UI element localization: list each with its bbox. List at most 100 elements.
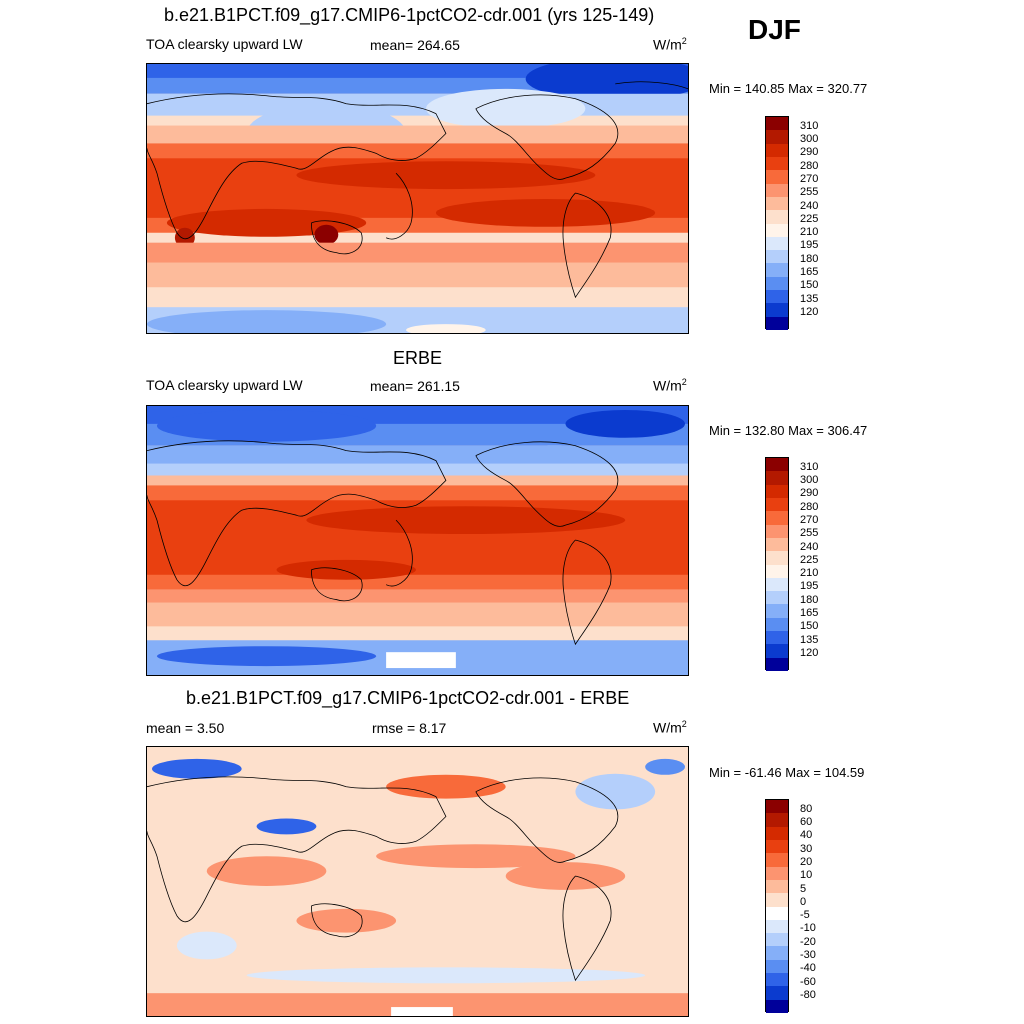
colorbar-swatch	[766, 577, 788, 592]
colorbar-tick-label: 165	[800, 607, 819, 620]
colorbar-swatch	[766, 839, 788, 854]
colorbar-swatch	[766, 657, 788, 671]
colorbar-swatch	[766, 813, 788, 827]
colorbar-swatch	[766, 853, 788, 867]
colorbar-swatch	[766, 551, 788, 565]
colorbar-tick-label: 135	[800, 292, 819, 305]
colorbar-tick-label: -80	[800, 989, 816, 1002]
panel3-mean-label: mean = 3.50	[146, 720, 225, 736]
colorbar-tick-label: -20	[800, 935, 816, 948]
colorbar-swatch	[766, 879, 788, 894]
colorbar-swatch	[766, 223, 788, 237]
colorbar-tick-label: -60	[800, 975, 816, 988]
colorbar-swatch	[766, 564, 788, 578]
panel3-map	[146, 746, 689, 1017]
colorbar-tick-label: 310	[800, 460, 819, 473]
panel3-minmax-label: Min = -61.46 Max = 104.59	[709, 765, 865, 780]
colorbar-swatch	[766, 511, 788, 525]
colorbar-tick-label: 80	[800, 802, 813, 815]
colorbar-tick-label: 195	[800, 239, 819, 252]
colorbar-tick-label: 310	[800, 119, 819, 132]
colorbar-tick-label: 120	[800, 647, 819, 660]
colorbar-swatch	[766, 617, 788, 632]
panel2-mean-label: mean= 261.15	[370, 378, 460, 394]
colorbar-swatch	[766, 263, 788, 277]
colorbar-tick-label: 40	[800, 829, 813, 842]
colorbar-swatch	[766, 644, 788, 658]
colorbar-tick-label: 290	[800, 487, 819, 500]
colorbar-swatch	[766, 946, 788, 960]
colorbar-tick-label: 180	[800, 252, 819, 265]
colorbar-tick-label: 210	[800, 567, 819, 580]
colorbar-tick-label: -5	[800, 909, 810, 922]
panel3-colorbar	[765, 799, 789, 1013]
panel3-title: b.e21.B1PCT.f09_g17.CMIP6-1pctCO2-cdr.00…	[186, 688, 630, 708]
colorbar-swatch	[766, 276, 788, 291]
panel1-colorbar	[765, 116, 789, 330]
panel1-variable-label: TOA clearsky upward LW	[146, 36, 303, 52]
colorbar-swatch	[766, 893, 788, 907]
colorbar-tick-label: 300	[800, 473, 819, 486]
colorbar-swatch	[766, 933, 788, 947]
colorbar-swatch	[766, 604, 788, 618]
colorbar-swatch	[766, 986, 788, 1000]
colorbar-tick-label: 270	[800, 172, 819, 185]
panel2-colorbar	[765, 457, 789, 671]
colorbar-swatch	[766, 591, 788, 605]
colorbar-tick-label: 225	[800, 553, 819, 566]
colorbar-swatch	[766, 999, 788, 1013]
colorbar-tick-label: 280	[800, 159, 819, 172]
colorbar-tick-label: 210	[800, 226, 819, 239]
colorbar-tick-label: -10	[800, 922, 816, 935]
panel1-map	[146, 63, 689, 334]
colorbar-tick-label: 5	[800, 882, 807, 895]
colorbar-tick-label: 60	[800, 815, 813, 828]
colorbar-swatch	[766, 497, 788, 512]
colorbar-tick-label: 20	[800, 855, 813, 868]
panel1-minmax-label: Min = 140.85 Max = 320.77	[709, 81, 868, 96]
colorbar-swatch	[766, 170, 788, 184]
colorbar-swatch	[766, 484, 788, 498]
colorbar-swatch	[766, 458, 788, 472]
colorbar-swatch	[766, 250, 788, 264]
panel2-units-label: W/m2	[653, 377, 687, 394]
panel2-variable-label: TOA clearsky upward LW	[146, 377, 303, 393]
colorbar-swatch	[766, 183, 788, 197]
panel3-units-label: W/m2	[653, 719, 687, 736]
colorbar-tick-label: 240	[800, 199, 819, 212]
panel1-title: b.e21.B1PCT.f09_g17.CMIP6-1pctCO2-cdr.00…	[164, 5, 655, 25]
colorbar-swatch	[766, 800, 788, 814]
colorbar-swatch	[766, 906, 788, 920]
panel1-mean-label: mean= 264.65	[370, 37, 460, 53]
colorbar-tick-label: 0	[800, 895, 807, 908]
colorbar-tick-label: 30	[800, 842, 813, 855]
colorbar-swatch	[766, 196, 788, 211]
colorbar-swatch	[766, 156, 788, 171]
season-label: DJF	[748, 14, 801, 45]
panel2-map	[146, 405, 689, 676]
colorbar-swatch	[766, 826, 788, 840]
colorbar-tick-label: 280	[800, 500, 819, 513]
colorbar-swatch	[766, 236, 788, 251]
colorbar-swatch	[766, 471, 788, 485]
colorbar-tick-label: 180	[800, 593, 819, 606]
colorbar-tick-label: 300	[800, 132, 819, 145]
panel2-title: ERBE	[393, 348, 443, 368]
colorbar-swatch	[766, 959, 788, 974]
colorbar-swatch	[766, 143, 788, 157]
colorbar-swatch	[766, 631, 788, 645]
colorbar-swatch	[766, 117, 788, 131]
colorbar-swatch	[766, 290, 788, 304]
colorbar-tick-label: -40	[800, 962, 816, 975]
colorbar-tick-label: 195	[800, 580, 819, 593]
colorbar-swatch	[766, 303, 788, 317]
colorbar-tick-label: 240	[800, 540, 819, 553]
colorbar-tick-label: 225	[800, 212, 819, 225]
panel3-rmse-label: rmse = 8.17	[372, 720, 447, 736]
colorbar-tick-label: 290	[800, 146, 819, 159]
colorbar-tick-label: 255	[800, 186, 819, 199]
colorbar-tick-label: 270	[800, 513, 819, 526]
colorbar-swatch	[766, 316, 788, 330]
panel1-units-label: W/m2	[653, 36, 687, 53]
colorbar-tick-label: 120	[800, 306, 819, 319]
